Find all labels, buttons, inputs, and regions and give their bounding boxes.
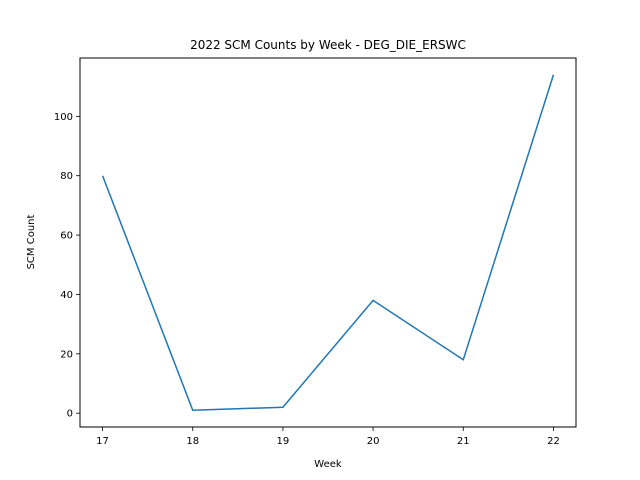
y-tick-label: 60 — [60, 231, 73, 242]
chart-title: 2022 SCM Counts by Week - DEG_DIE_ERSWC — [190, 38, 466, 52]
x-axis-label: Week — [314, 459, 342, 470]
y-tick-label: 0 — [67, 409, 73, 420]
y-axis-label: SCM Count — [26, 215, 37, 270]
x-tick-label: 19 — [277, 436, 290, 447]
x-tick-label: 17 — [96, 436, 109, 447]
y-tick-label: 40 — [60, 290, 73, 301]
y-tick-label: 100 — [54, 112, 73, 123]
x-tick-label: 22 — [547, 436, 560, 447]
x-tick-label: 20 — [367, 436, 380, 447]
x-tick-label: 21 — [457, 436, 470, 447]
y-tick-label: 80 — [60, 171, 73, 182]
series-line — [101, 74, 555, 411]
y-axis-ticks: 0 20 40 60 80 100 — [54, 112, 80, 420]
y-tick-label: 20 — [60, 349, 73, 360]
plot-frame — [79, 57, 577, 428]
plot-area — [79, 57, 577, 428]
x-axis-ticks: 17 18 19 20 21 22 — [96, 427, 560, 447]
x-tick-label: 18 — [186, 436, 199, 447]
